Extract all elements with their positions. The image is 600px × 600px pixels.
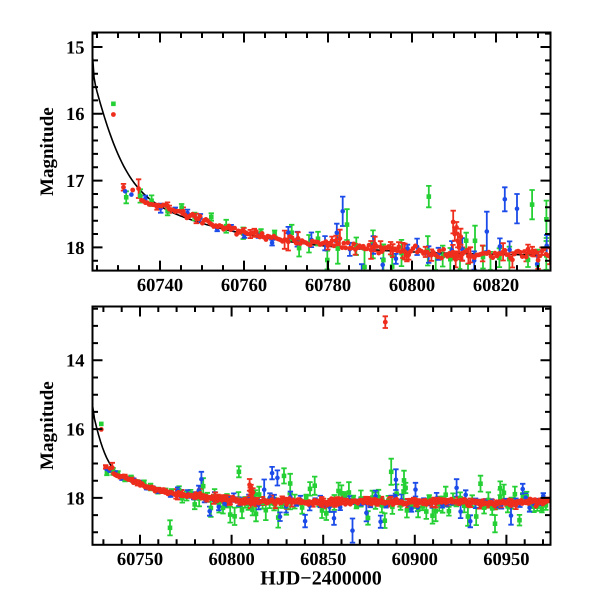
svg-text:60900: 60900: [392, 550, 438, 570]
svg-text:60780: 60780: [305, 276, 351, 296]
svg-text:60950: 60950: [483, 550, 529, 570]
svg-text:14: 14: [66, 352, 85, 372]
svg-text:16: 16: [66, 105, 85, 125]
svg-text:60820: 60820: [473, 276, 519, 296]
svg-text:HJD−2400000: HJD−2400000: [260, 568, 381, 590]
svg-text:18: 18: [66, 489, 85, 509]
svg-text:17: 17: [66, 172, 85, 192]
svg-text:Magnitude: Magnitude: [37, 107, 58, 196]
svg-text:16: 16: [66, 421, 85, 441]
svg-text:60750: 60750: [117, 550, 163, 570]
svg-text:60740: 60740: [137, 276, 183, 296]
svg-text:60760: 60760: [221, 276, 267, 296]
svg-text:60850: 60850: [300, 550, 346, 570]
svg-text:15: 15: [66, 38, 85, 58]
svg-text:18: 18: [66, 239, 85, 259]
svg-text:Magnitude: Magnitude: [37, 381, 58, 470]
svg-text:60800: 60800: [389, 276, 435, 296]
svg-text:60800: 60800: [208, 550, 254, 570]
